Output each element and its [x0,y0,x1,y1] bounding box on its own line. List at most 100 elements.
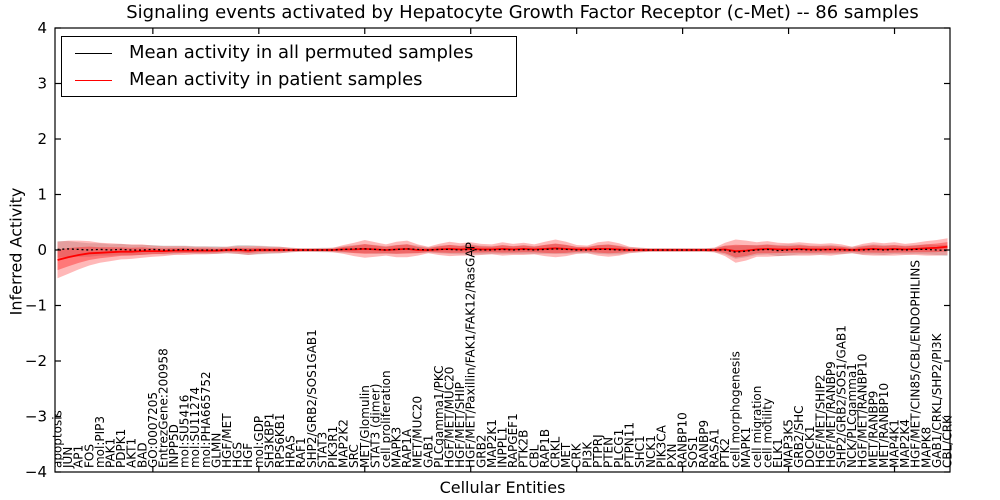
x-category-label: CRK [570,442,584,468]
x-category-label: PTPRJ [591,434,605,468]
permuted-band [57,241,948,259]
x-category-label: HGF/MET [220,413,234,468]
x-category-label: PIK3R1 [326,426,340,468]
x-category-label: RASA1 [707,428,721,468]
legend-item: Mean activity in patient samples [75,70,516,90]
x-category-label: MET/MUC20 [411,396,425,468]
x-category-label: RANBP10 [676,412,690,468]
x-category-label: MAP2K2 [337,419,351,468]
x-category-label: GRB2/SHC [792,405,806,468]
y-tick-label: 0 [37,241,47,259]
x-category-label: PXN [665,444,679,468]
x-category-label: MET/Glomulin [358,385,372,468]
x-category-label: MAPK8 [919,427,933,468]
x-category-label: STAT3 [315,432,329,468]
x-category-label: RPS6KB1 [273,413,287,468]
x-category-label: JUN [61,447,75,469]
x-category-label: CBL/CRK [941,415,955,468]
x-category-label: MAPK3 [390,427,404,468]
x-category-label: CBL [527,444,541,468]
x-category-label: MAP2K4 [898,419,912,468]
x-category-label: mol:PIP3 [93,416,107,468]
x-category-label: HGS [231,442,245,468]
x-category-label: AP1 [72,445,86,468]
y-tick-label: −4 [25,463,47,481]
x-category-label: mol:GDP [252,416,266,468]
x-category-label: NCK/PLCgamma1 [845,363,859,468]
x-category-label: HGF [241,443,255,468]
y-tick-label: 3 [37,75,47,93]
x-category-label: SOS1 [686,436,700,468]
y-tick-label: 4 [37,19,47,37]
x-category-label: ELK1 [771,438,785,468]
x-category-label: PI3K [580,441,594,468]
x-category-label: INPP5D [167,424,181,468]
x-category-label: GAB1/CRKL/SHP2/PI3K [930,332,944,468]
x-category-label: GAB1 [421,435,435,468]
legend-box: Mean activity in all permuted samples Mea… [61,36,517,97]
x-category-label: MAP2K1 [485,419,499,468]
x-category-label: SHP2/GRB2/SOS1GAB1 [305,329,319,468]
x-category-label: apoptosis [51,410,65,468]
x-category-label: mol:PHA665752 [199,371,213,468]
legend-item: Mean activity in all permuted samples [75,43,516,63]
x-category-label: PTK2 [718,438,732,468]
x-category-label: mol:SU5416 [178,395,192,468]
x-category-label: GLMN [209,433,223,468]
x-category-label: PLCgamma1/PKC [432,365,446,468]
x-category-label: PAK1 [103,438,117,468]
legend-line-sample [75,52,112,54]
legend-item-label: Mean activity in all permuted samples [129,42,474,63]
x-category-label: GRB2 [474,434,488,468]
x-category-label: GO:0007205 [146,392,160,468]
x-category-label: SRC [347,444,361,468]
x-category-label: HGF/MET/RANBP9 [824,361,838,468]
x-category-label: NCK1 [644,435,658,468]
x-category-label: SH3KBP1 [262,413,276,468]
x-category-label: INPPL1 [496,427,510,468]
x-category-label: AKT1 [125,438,139,468]
x-category-label: MAP4K1 [888,419,902,468]
y-tick-label: −3 [25,408,47,426]
x-category-label: DOCK1 [803,425,817,468]
x-category-label: RAP1A [400,428,414,468]
x-category-label: PIK3CA [654,424,668,468]
patient-band-outer [57,238,948,279]
x-category-label: HGF/MET/Paxillin/FAK1/FAK12/RasGAP [464,242,478,468]
x-category-label: MAPK1 [739,427,753,468]
y-tick-label: −2 [25,352,47,370]
x-category-label: RAF1 [294,437,308,468]
x-category-label: MET [559,442,573,468]
x-category-label: PDPK1 [114,429,128,468]
x-category-label: HGF/MET/SHIP [453,382,467,468]
x-category-label: mol:SU11274 [188,387,202,468]
x-category-label: HGF/MET/CIN85/CBL/ENDOPHILINS [909,260,923,468]
x-category-label: CRKL [548,436,562,468]
x-category-label: PLCG1 [612,429,626,468]
x-category-label: RANBP9 [697,420,711,468]
x-category-label: cell proliferation [379,370,393,468]
x-category-label: STAT3 (dimer) [368,384,382,468]
x-category-label: cell motility [760,398,774,468]
x-category-label: HGF/MET/MUC20 [443,367,457,468]
y-tick-label: 2 [37,130,47,148]
x-category-label: EntrezGene:200958 [156,348,170,468]
patient-mean-line [57,245,948,261]
x-category-label: HGF/MET/SHIP2 [813,374,827,468]
legend-item-label: Mean activity in patient samples [129,69,423,90]
x-category-label: HRAS [284,435,298,468]
x-category-label: MAP3K5 [782,419,796,468]
x-category-label: BAD [135,442,149,468]
x-category-label: RAP1B [538,429,552,468]
x-category-label: HGF/MET/RANBP10 [856,354,870,468]
x-category-label: cell migration [750,386,764,468]
x-category-label: FOS [82,444,96,468]
x-axis-label: Cellular Entities [439,478,566,497]
y-tick-label: −1 [25,297,47,315]
x-category-label: MET/RANBP9 [866,391,880,468]
legend-line-sample [75,79,112,81]
x-category-label: cell morphogenesis [729,351,743,468]
x-category-label: SHC1 [633,435,647,468]
